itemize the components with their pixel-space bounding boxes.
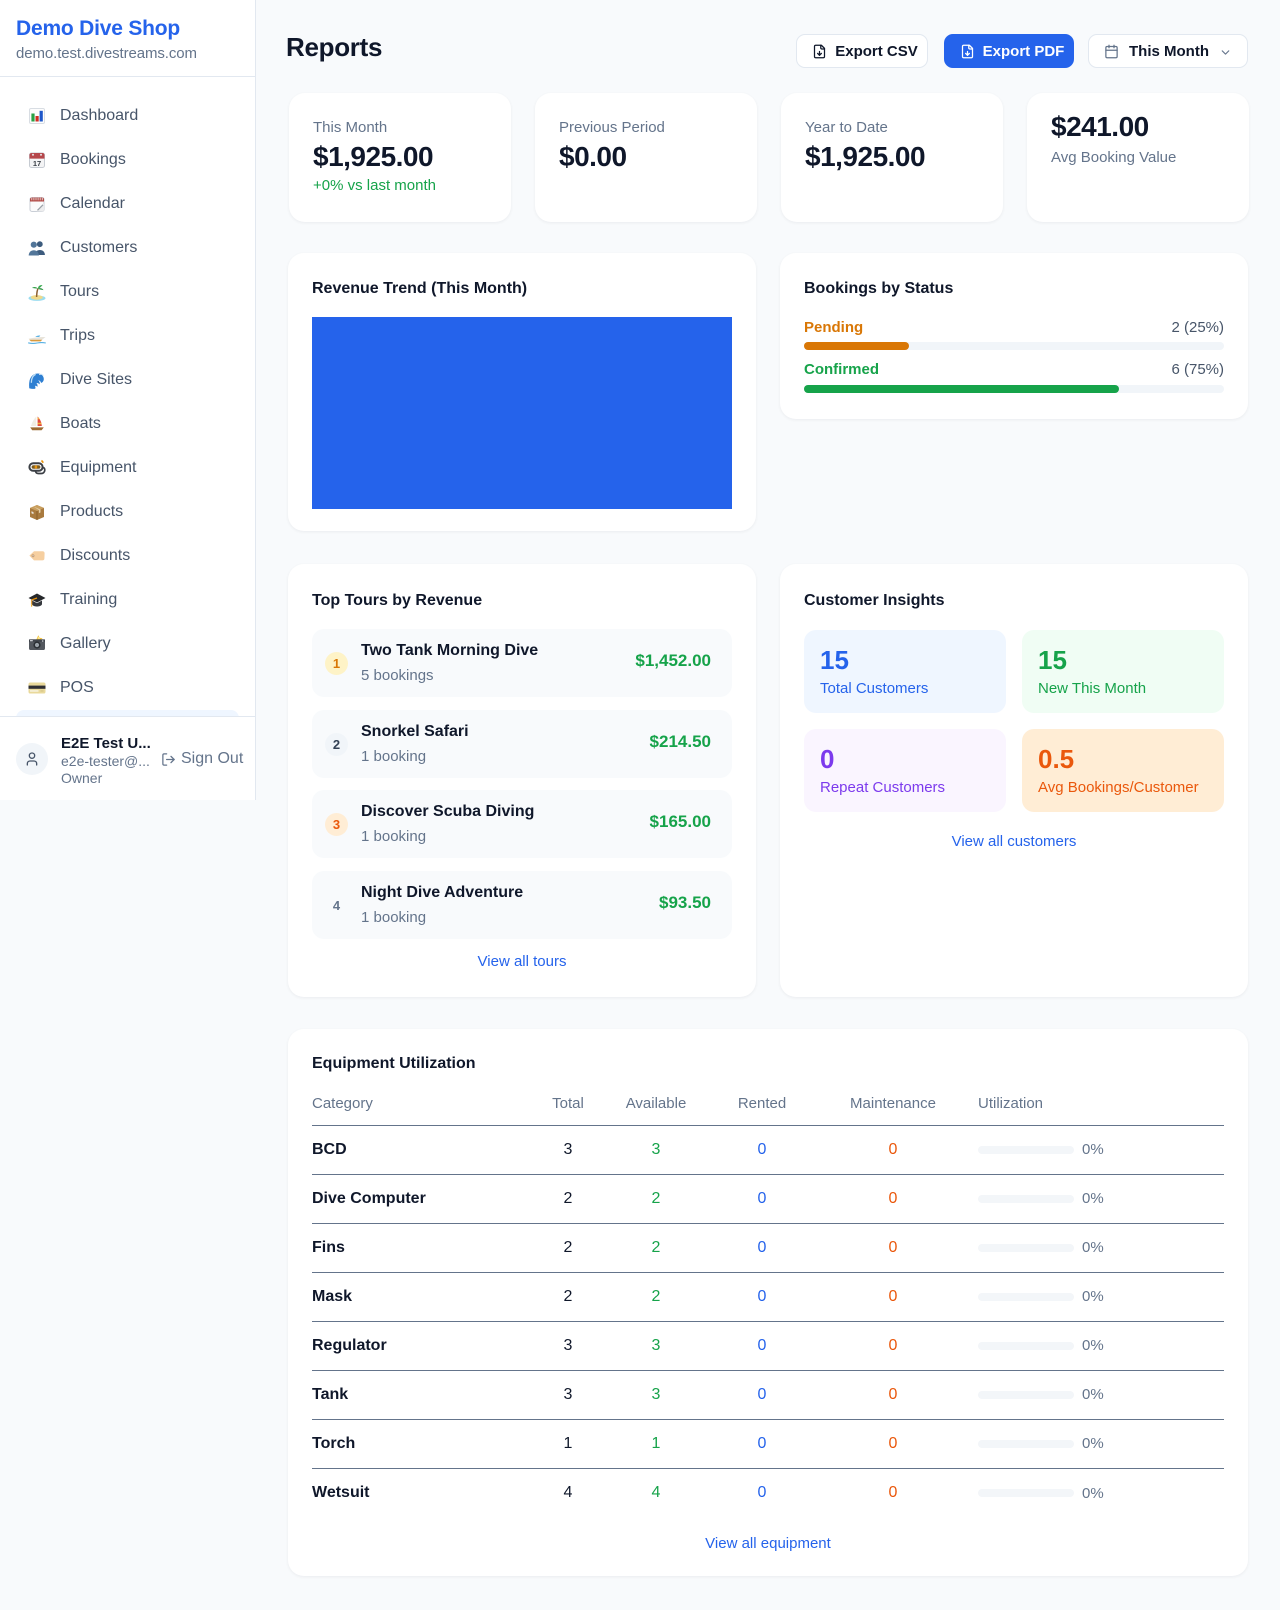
svg-text:17: 17 xyxy=(33,159,41,168)
